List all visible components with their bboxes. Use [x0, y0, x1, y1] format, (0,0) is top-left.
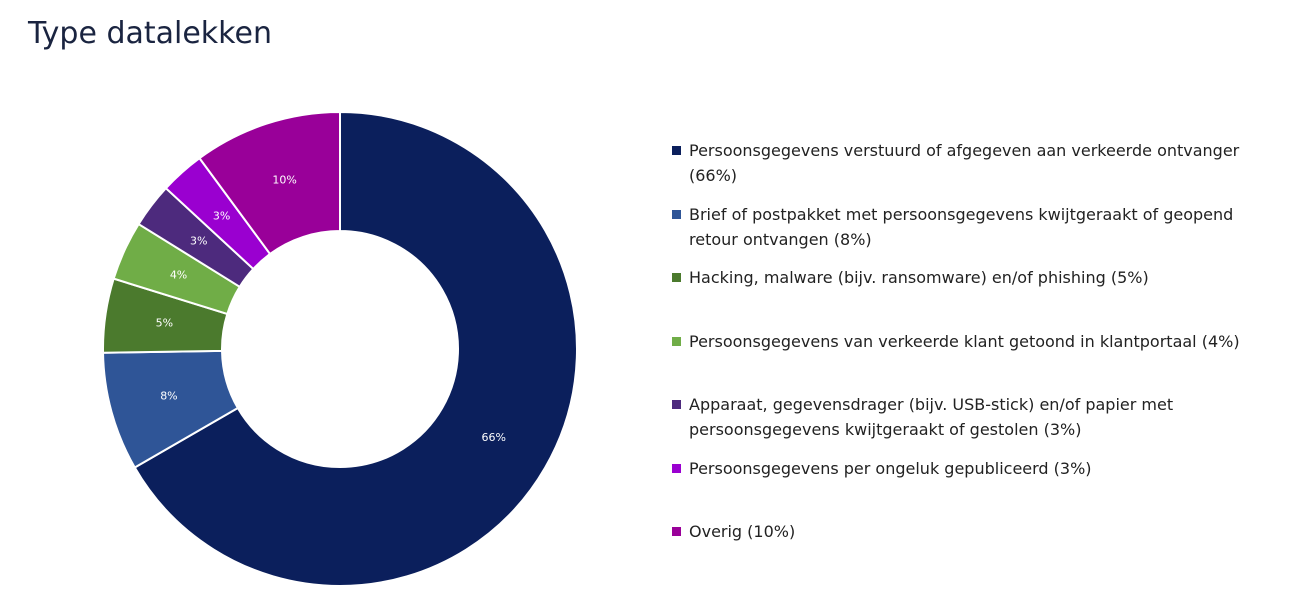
legend-label: Persoonsgegevens van verkeerde klant get… [689, 331, 1240, 351]
data-label: 3% [213, 210, 230, 223]
chart: 66% 8% 5% 4% 3% 3% 10% [102, 110, 578, 587]
legend-item: Hacking, malware (bijv. ransomware) en/o… [672, 265, 1272, 290]
legend-item: Persoonsgegevens van verkeerde klant get… [672, 329, 1272, 354]
legend-swatch [672, 209, 681, 219]
legend-swatch [672, 336, 681, 346]
legend-label: Persoonsgegevens verstuurd of afgegeven … [689, 141, 1240, 185]
data-label: 8% [160, 389, 177, 402]
data-label: 3% [190, 235, 207, 248]
donut-slice [133, 110, 578, 587]
legend-label: Apparaat, gegevensdrager (bijv. USB-stic… [689, 395, 1174, 439]
legend-item: Apparaat, gegevensdrager (bijv. USB-stic… [672, 392, 1272, 442]
legend-label: Hacking, malware (bijv. ransomware) en/o… [689, 268, 1149, 287]
legend-swatch [672, 400, 681, 409]
legend-label: Overig (10%) [689, 522, 796, 541]
legend-label: Persoonsgegevens per ongeluk gepubliceer… [689, 458, 1092, 478]
legend-swatch [672, 527, 681, 536]
legend-item: Overig (10%) [672, 519, 1272, 544]
data-label: 10% [272, 173, 296, 186]
legend-swatch [672, 463, 681, 473]
legend-swatch [672, 273, 681, 282]
data-label: 4% [170, 268, 187, 281]
chart-title: Type datalekken [28, 16, 272, 51]
legend-label: Brief of postpakket met persoonsgegevens… [689, 204, 1234, 249]
data-label: 66% [481, 431, 505, 444]
legend-swatch [672, 146, 681, 155]
legend-item: Brief of postpakket met persoonsgegevens… [672, 202, 1272, 252]
data-label: 5% [156, 317, 173, 330]
legend-item: Persoonsgegevens per ongeluk gepubliceer… [672, 456, 1272, 481]
donut-slice [198, 110, 341, 256]
legend-item: Persoonsgegevens verstuurd of afgegeven … [672, 138, 1272, 188]
